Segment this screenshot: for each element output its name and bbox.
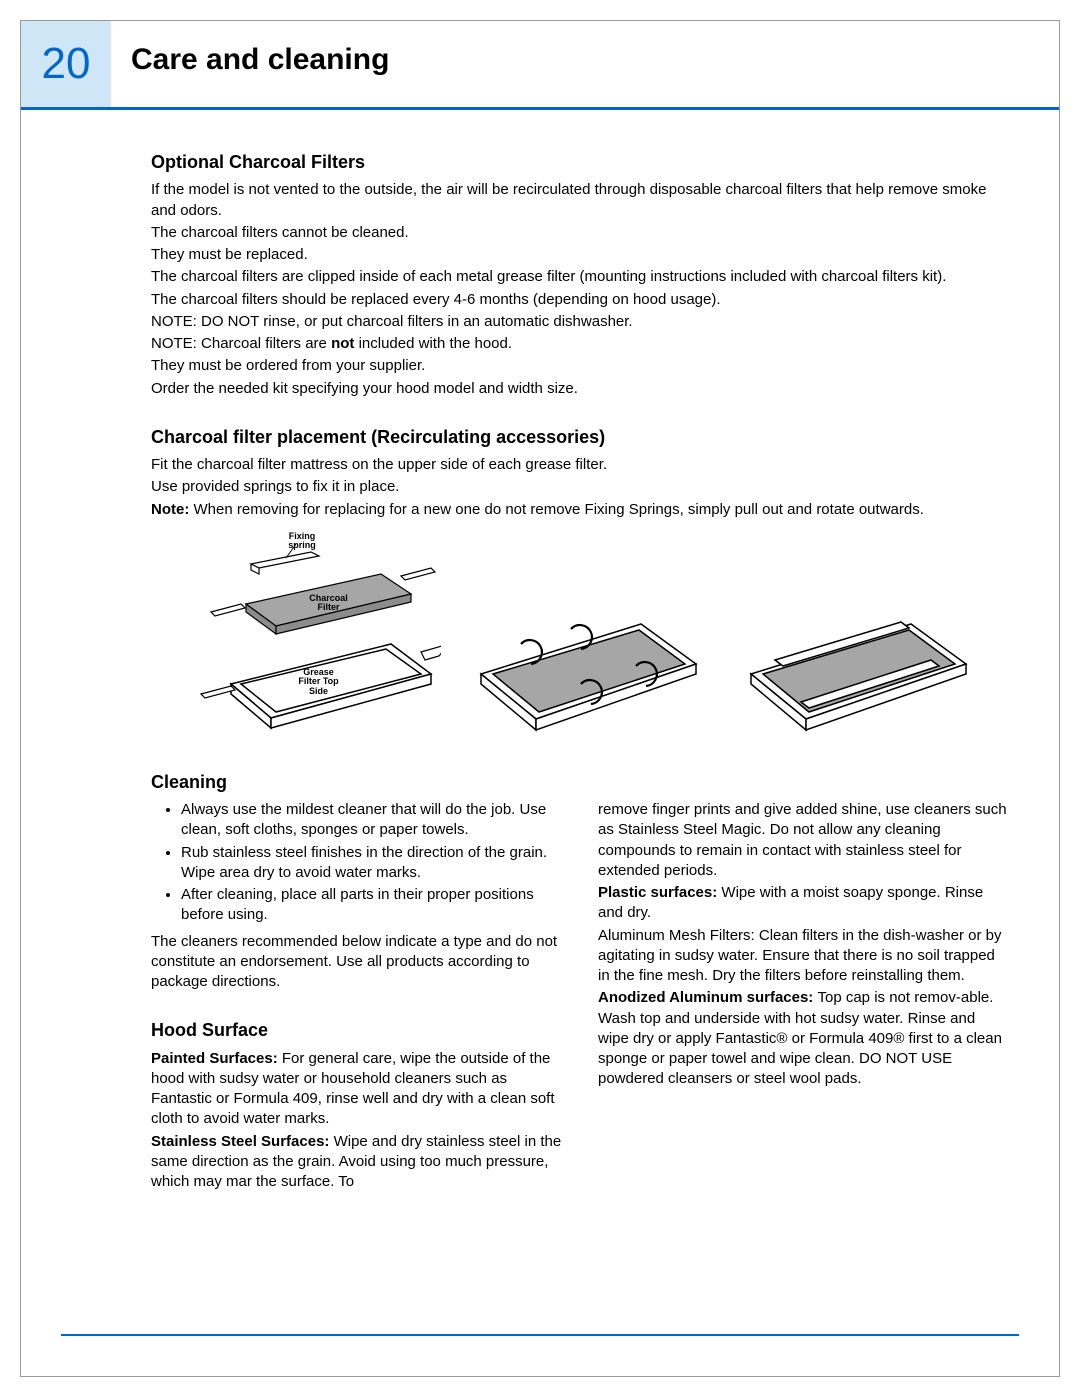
body-text: They must be ordered from your supplier. bbox=[151, 356, 1009, 376]
diagram-assembled-springs bbox=[731, 584, 981, 744]
note-label: NOTE: bbox=[151, 335, 201, 352]
manual-page: 20 Care and cleaning Optional Charcoal F… bbox=[20, 20, 1060, 1377]
body-text: They must be replaced. bbox=[151, 245, 1009, 265]
note-text: When removing for replacing for a new on… bbox=[194, 501, 924, 518]
page-number: 20 bbox=[21, 21, 111, 107]
note-label: NOTE: bbox=[151, 313, 201, 330]
heading-cleaning: Cleaning bbox=[151, 770, 1009, 794]
footer-rule bbox=[61, 1334, 1019, 1336]
diagram-row: Fixing spring Charcoal Filter Grease Fil… bbox=[191, 534, 1009, 744]
note-emph: not bbox=[331, 335, 354, 352]
body-text: Fit the charcoal filter mattress on the … bbox=[151, 455, 1009, 475]
two-column-layout: Always use the mildest cleaner that will… bbox=[151, 800, 1009, 1194]
body-text: Use provided springs to fix it in place. bbox=[151, 477, 1009, 497]
diagram-label-fixing-spring: Fixing spring bbox=[277, 532, 327, 551]
subhead-painted: Painted Surfaces: bbox=[151, 1050, 282, 1067]
note-text: included with the hood. bbox=[354, 335, 512, 352]
body-text: Order the needed kit specifying your hoo… bbox=[151, 379, 1009, 399]
body-text: The charcoal filters should be replaced … bbox=[151, 290, 1009, 310]
page-title: Care and cleaning bbox=[111, 21, 1059, 107]
body-text: remove finger prints and give added shin… bbox=[598, 800, 1009, 881]
body-text: Note: When removing for replacing for a … bbox=[151, 500, 1009, 520]
body-text: The cleaners recommended below indicate … bbox=[151, 932, 562, 993]
note-text: Charcoal filters are bbox=[201, 335, 331, 352]
body-text: If the model is not vented to the outsid… bbox=[151, 180, 1009, 221]
cleaning-list: Always use the mildest cleaner that will… bbox=[151, 800, 562, 926]
page-header: 20 Care and cleaning bbox=[21, 21, 1059, 110]
heading-hood-surface: Hood Surface bbox=[151, 1018, 562, 1042]
list-item: After cleaning, place all parts in their… bbox=[181, 885, 562, 926]
body-text: The charcoal filters cannot be cleaned. bbox=[151, 223, 1009, 243]
page-content: Optional Charcoal Filters If the model i… bbox=[21, 110, 1059, 1224]
body-text: The charcoal filters are clipped inside … bbox=[151, 267, 1009, 287]
column-left: Always use the mildest cleaner that will… bbox=[151, 800, 562, 1194]
body-text: Painted Surfaces: For general care, wipe… bbox=[151, 1049, 562, 1130]
body-text: Stainless Steel Surfaces: Wipe and dry s… bbox=[151, 1132, 562, 1193]
subhead-anodized: Anodized Aluminum surfaces: bbox=[598, 989, 817, 1006]
column-right: remove finger prints and give added shin… bbox=[598, 800, 1009, 1194]
note-label: Note: bbox=[151, 501, 194, 518]
body-text: Anodized Aluminum surfaces: Top cap is n… bbox=[598, 988, 1009, 1089]
heading-filter-placement: Charcoal filter placement (Recirculating… bbox=[151, 425, 1009, 449]
diagram-assembled-clips bbox=[461, 584, 711, 744]
note-text: DO NOT rinse, or put charcoal filters in… bbox=[201, 313, 633, 330]
body-text: NOTE: DO NOT rinse, or put charcoal filt… bbox=[151, 312, 1009, 332]
body-text: Plastic surfaces: Wipe with a moist soap… bbox=[598, 883, 1009, 924]
body-text: Aluminum Mesh Filters: Clean filters in … bbox=[598, 926, 1009, 987]
subhead-plastic: Plastic surfaces: bbox=[598, 884, 721, 901]
list-item: Rub stainless steel finishes in the dire… bbox=[181, 843, 562, 884]
diagram-label-charcoal: Charcoal Filter bbox=[301, 594, 356, 613]
heading-optional-filters: Optional Charcoal Filters bbox=[151, 150, 1009, 174]
list-item: Always use the mildest cleaner that will… bbox=[181, 800, 562, 841]
subhead-stainless: Stainless Steel Surfaces: bbox=[151, 1133, 334, 1150]
diagram-exploded: Fixing spring Charcoal Filter Grease Fil… bbox=[191, 534, 441, 744]
diagram-label-grease: Grease Filter Top Side bbox=[291, 668, 346, 696]
body-text: NOTE: Charcoal filters are not included … bbox=[151, 334, 1009, 354]
